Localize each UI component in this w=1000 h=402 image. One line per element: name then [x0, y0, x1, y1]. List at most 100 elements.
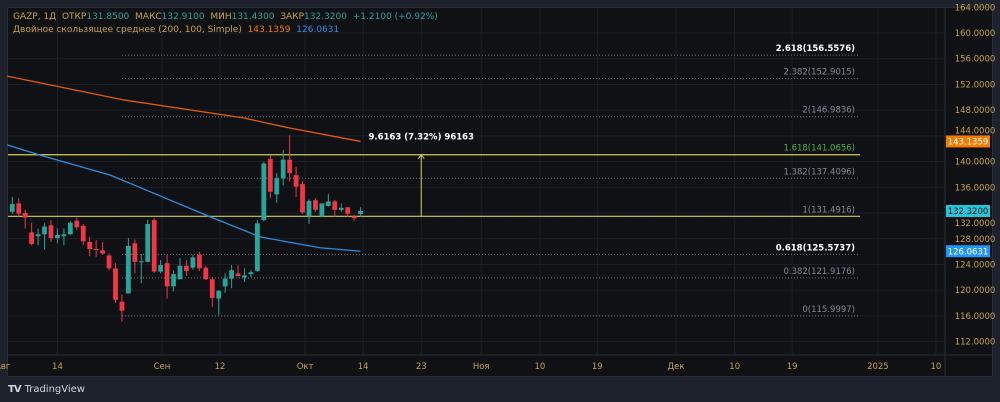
candle-body [280, 159, 286, 179]
time-axis-label: 14 [358, 362, 369, 372]
time-axis-label: 19 [787, 362, 798, 372]
price-badge [946, 204, 990, 217]
candle-body [113, 268, 118, 300]
candle-body [190, 257, 196, 268]
candle-body [306, 200, 312, 217]
candle-body [338, 207, 344, 210]
high-label: МАКС [135, 12, 162, 22]
price-axis-label: 112.0000 [955, 338, 996, 348]
candle-body [9, 204, 15, 212]
candle-body [287, 159, 293, 174]
price-axis-label: 124.0000 [955, 260, 996, 270]
candle-body [55, 234, 60, 239]
candle-body [261, 163, 267, 221]
candle-body [132, 243, 138, 262]
fib-level-label: 0(115.9997) [802, 305, 855, 315]
candle-body [345, 207, 351, 214]
time-axis-label: 23 [416, 362, 427, 372]
candle-body [332, 201, 338, 210]
candle-body [319, 203, 325, 217]
price-axis-label: 156.0000 [955, 55, 996, 65]
candle-body [235, 273, 241, 277]
price-axis-label: 136.0000 [955, 183, 996, 193]
close-value: 132.3200 [304, 12, 347, 22]
fib-level-label: 1.618(141.0656) [783, 144, 855, 154]
low-value: 131.4300 [231, 12, 275, 22]
candle-body [351, 216, 357, 219]
time-axis-label: 10 [534, 362, 545, 372]
fib-level-label: 1.382(137.4096) [783, 167, 855, 177]
change-value: +1.2100 (+0.92%) [352, 12, 438, 22]
candle-body [229, 270, 234, 279]
price-axis-label: 148.0000 [955, 106, 996, 116]
high-value: 132.9100 [161, 12, 205, 22]
candle-body [248, 272, 254, 275]
candle-body [119, 301, 125, 311]
open-value: 131.8500 [86, 12, 130, 22]
candle-body [145, 223, 151, 262]
time-axis-label: 12 [215, 362, 226, 372]
price-badge [946, 245, 990, 258]
candle-body [209, 279, 215, 298]
time-axis-label: Ноя [473, 362, 490, 372]
fib-level-label: 2(146.9836) [802, 106, 855, 116]
ohlc-legend: GAZP, 1Д ОТКР131.8500 МАКС132.9100 МИН13… [13, 12, 438, 22]
price-axis-label: 164.0000 [955, 3, 996, 13]
candle-body [126, 245, 131, 294]
time-axis-label: 2025 [867, 362, 889, 372]
candle-body [171, 274, 176, 287]
candle-body [184, 265, 189, 271]
candle-body [358, 210, 363, 215]
time-axis-label: 19 [592, 362, 603, 372]
ma-long-value: 143.1359 [247, 25, 291, 35]
candle-body [203, 267, 209, 280]
candle-body [138, 261, 144, 263]
candle-body [216, 290, 222, 299]
candle-body [196, 254, 202, 269]
symbol-label[interactable]: GAZP, 1Д [13, 12, 57, 22]
tradingview-logo-icon: TV [8, 384, 22, 395]
price-badge-label: 132.3200 [948, 207, 989, 217]
tradingview-logo[interactable]: TV TradingView [8, 384, 85, 395]
price-axis-label: 120.0000 [955, 286, 996, 296]
candle-body [67, 222, 73, 235]
candle-body [35, 234, 41, 237]
open-label: ОТКР [61, 12, 87, 22]
candle-body [74, 220, 80, 228]
price-axis-label: 152.0000 [955, 80, 996, 90]
fib-level-label: 2.618(156.5576) [776, 44, 855, 54]
candle-body [158, 265, 164, 272]
price-axis-label: 128.0000 [955, 235, 996, 245]
candle-body [300, 184, 305, 213]
fib-level-label: 1(131.4916) [802, 205, 855, 215]
price-axis-label: 116.0000 [955, 312, 996, 322]
indicator-legend[interactable]: Двойное скользящее среднее (200, 100, Si… [13, 25, 339, 35]
time-axis-label: 10 [931, 362, 942, 372]
candle-body [274, 178, 280, 195]
ma-long-line [7, 75, 361, 143]
candle-body [80, 225, 86, 242]
measure-arrow-head-icon [417, 153, 425, 160]
candle-body [100, 250, 105, 254]
fib-level-label: 0.382(121.9176) [783, 267, 855, 277]
logo-text: TradingView [24, 384, 85, 395]
measure-label: 9.6163 (7.32%) 96163 [368, 133, 474, 143]
candle-body [16, 203, 22, 214]
indicator-name[interactable]: Двойное скользящее среднее (200, 100, Si… [13, 25, 242, 35]
candle-body [164, 263, 170, 287]
ma-short-value: 126.0631 [296, 25, 340, 35]
fib-level-label: 0.618(125.5737) [776, 243, 855, 253]
ma-short-line [6, 144, 361, 252]
candle-body [293, 175, 299, 187]
candle-body [61, 234, 67, 237]
candle-body [313, 200, 318, 210]
time-axis-label: Дек [667, 362, 684, 372]
candle-body [267, 159, 273, 192]
time-axis-label: Окт [297, 362, 314, 372]
price-axis-label: 140.0000 [955, 158, 996, 168]
time-axis-label: 10 [729, 362, 740, 372]
low-label: МИН [210, 12, 232, 22]
candle-body [93, 249, 99, 251]
candle-body [87, 241, 93, 250]
